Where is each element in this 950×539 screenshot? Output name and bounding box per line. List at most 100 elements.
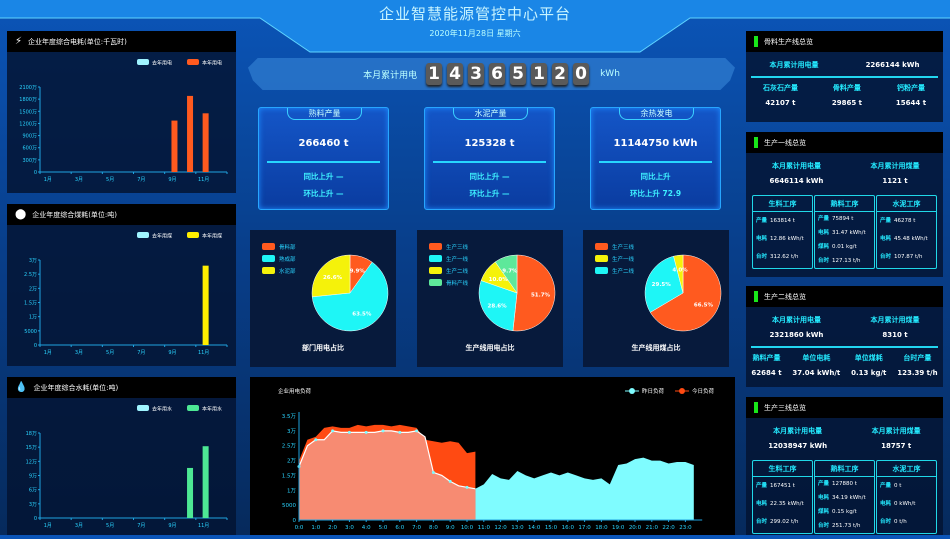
process-column: 水泥工序 产量 0 t 电耗 0 kWh/t 台时 0 t/h: [876, 460, 937, 534]
x-tick-label: 8:0: [429, 525, 438, 531]
x-tick-label: 11月: [198, 523, 209, 529]
card-title: 熟料产量: [287, 108, 362, 120]
x-tick-label: 7月: [137, 523, 145, 529]
slice-label: 28.6%: [488, 304, 508, 310]
row-value: 22.35 kWh/t: [770, 501, 804, 507]
slice-label: 9.9%: [350, 269, 366, 275]
row-label: 产量: [880, 483, 892, 489]
process-row: 台时 0 t/h: [877, 513, 936, 531]
x-tick-label: 7月: [137, 177, 145, 183]
x-tick-label: 1月: [44, 523, 52, 529]
marker-icon: [754, 137, 758, 148]
row-label: 电耗: [756, 236, 768, 242]
counter-digit: 5: [510, 63, 527, 85]
legend-label: 生产一线: [446, 255, 469, 263]
legend-swatch: [595, 255, 608, 262]
row-label: 电耗: [880, 501, 892, 507]
legend-label: 本年用水: [202, 406, 222, 413]
x-tick-label: 5月: [106, 350, 114, 356]
card-divider: [599, 161, 712, 163]
counter-digit: 3: [468, 63, 485, 85]
y-tick-label: 1.5万: [282, 472, 297, 479]
y-tick-label: 6万: [29, 488, 37, 494]
row-label: 产量: [756, 218, 768, 224]
process-title: 水泥工序: [877, 196, 936, 212]
pie-slice: [311, 261, 389, 332]
legend-swatch: [187, 405, 199, 411]
row-value: 163814 t: [770, 218, 795, 224]
row-value: 12.86 kWh/t: [770, 236, 804, 242]
legend-label: 今日负荷: [692, 387, 715, 395]
y-tick-label: 5000: [24, 329, 37, 335]
slice-label: 10.0%: [489, 277, 509, 283]
process-row: 电耗 45.48 kWh/t: [877, 230, 936, 248]
row-label: 产量: [880, 218, 892, 224]
process-row: 台时 299.02 t/h: [753, 513, 812, 531]
yesterday-load-line: [298, 430, 476, 490]
row-label: 台时: [756, 254, 768, 260]
item-label: 本月累计用电量: [771, 162, 821, 170]
water-bar-chart: 去年用水 本年用水 0 3万 6万 9万 12万 15万 18万 1月 3月 5月 7月 9月 11月: [26, 405, 228, 529]
x-tick-label: 9月: [168, 350, 176, 356]
item-value: 15644 t: [895, 99, 927, 107]
pie-chart: 51.7% 28.6% 10.0% 9.7% 生产三线生产一线生产二线骨料产线生产线用电…: [429, 243, 556, 352]
process-row: 电耗 31.47 kWh/t: [815, 226, 874, 240]
row-value: 299.02 t/h: [770, 519, 799, 525]
card-divider: [267, 161, 380, 163]
header-background: [0, 0, 950, 53]
y-tick-label: 15万: [26, 445, 37, 451]
card-yoy: 同比上升: [640, 172, 671, 181]
legend-label: 骨料部: [279, 243, 296, 251]
power-value: 2266144 kWh: [865, 61, 920, 69]
x-tick-label: 2:0: [328, 525, 337, 531]
counter-label: 本月累计用电: [363, 70, 418, 81]
y-tick-label: 12万: [26, 459, 37, 465]
y-tick-label: 2.5万: [24, 272, 37, 278]
data-point: [448, 479, 452, 483]
item-value: 42107 t: [765, 99, 796, 107]
x-tick-label: 1月: [44, 177, 52, 183]
header-date: 2020年11月28日 星期六: [429, 29, 521, 38]
card-yoy: 同比上升 —: [469, 172, 510, 181]
pie-title: 生产线用电占比: [466, 343, 515, 352]
legend-swatch: [137, 405, 149, 411]
y-tick-label: 0: [34, 343, 37, 349]
process-row: 产量 75894 t: [815, 212, 874, 226]
panel-title: 生产三线总览: [764, 403, 806, 412]
pie-slice: [644, 255, 684, 313]
item-label: 本月累计用电量: [771, 316, 821, 324]
card-mom: 环比上升 —: [303, 189, 344, 198]
legend-swatch: [429, 267, 442, 274]
panel-aggregate-line: 骨料生产线总览 本月累计用电量 2266144 kWh 石灰石产量 42107 t…: [746, 31, 943, 122]
process-row: 台时 251.73 t/h: [815, 519, 874, 533]
electricity-bar-chart: 去年用电 本年用电 0 300万 600万 900万 1200万 1500万 1800万 2100…: [19, 59, 228, 183]
legend-swatch: [187, 59, 199, 65]
card-value: 11144750 kWh: [613, 138, 698, 149]
row-label: 电耗: [818, 230, 830, 236]
process-column: 生料工序 产量 167451 t 电耗 22.35 kWh/t 台时 299.02 t/h: [752, 460, 813, 534]
process-row: 电耗 0 kWh/t: [877, 495, 936, 513]
marker-icon: [754, 36, 758, 47]
data-point: [381, 429, 385, 433]
card-title: 水泥产量: [453, 108, 528, 120]
process-row: 产量 163814 t: [753, 212, 812, 230]
legend-label: 昨日负荷: [642, 387, 665, 395]
x-tick-label: 22:0: [662, 525, 675, 531]
legend-marker: [629, 388, 635, 394]
row-value: 45.48 kWh/t: [894, 236, 928, 242]
y-tick-label: 3万: [287, 428, 296, 435]
row-label: 产量: [756, 483, 768, 489]
overlap-area: [299, 430, 476, 520]
coal-bar-chart: 去年用煤 本年用煤 0 5000 1万 1.5万 2万 2.5万 3万 1月 3月 5月 7月 9月 11月: [24, 232, 228, 356]
row-value: 0 kWh/t: [894, 501, 916, 507]
y-tick-label: 1万: [29, 315, 37, 321]
panel-title: 企业年度综合电耗(单位:千瓦时): [28, 37, 127, 46]
item-value: 2321860 kWh: [769, 331, 824, 339]
marker-icon: [754, 402, 758, 413]
card-cement-output: 水泥产量 125328 t 同比上升 — 环比上升 —: [424, 107, 555, 210]
y-tick-label: 1200万: [19, 121, 37, 127]
row-label: 台时: [880, 254, 892, 260]
process-row: 煤耗 0.15 kg/t: [815, 505, 874, 519]
legend-swatch: [429, 279, 442, 286]
panel-title: 生产二线总览: [764, 292, 806, 301]
